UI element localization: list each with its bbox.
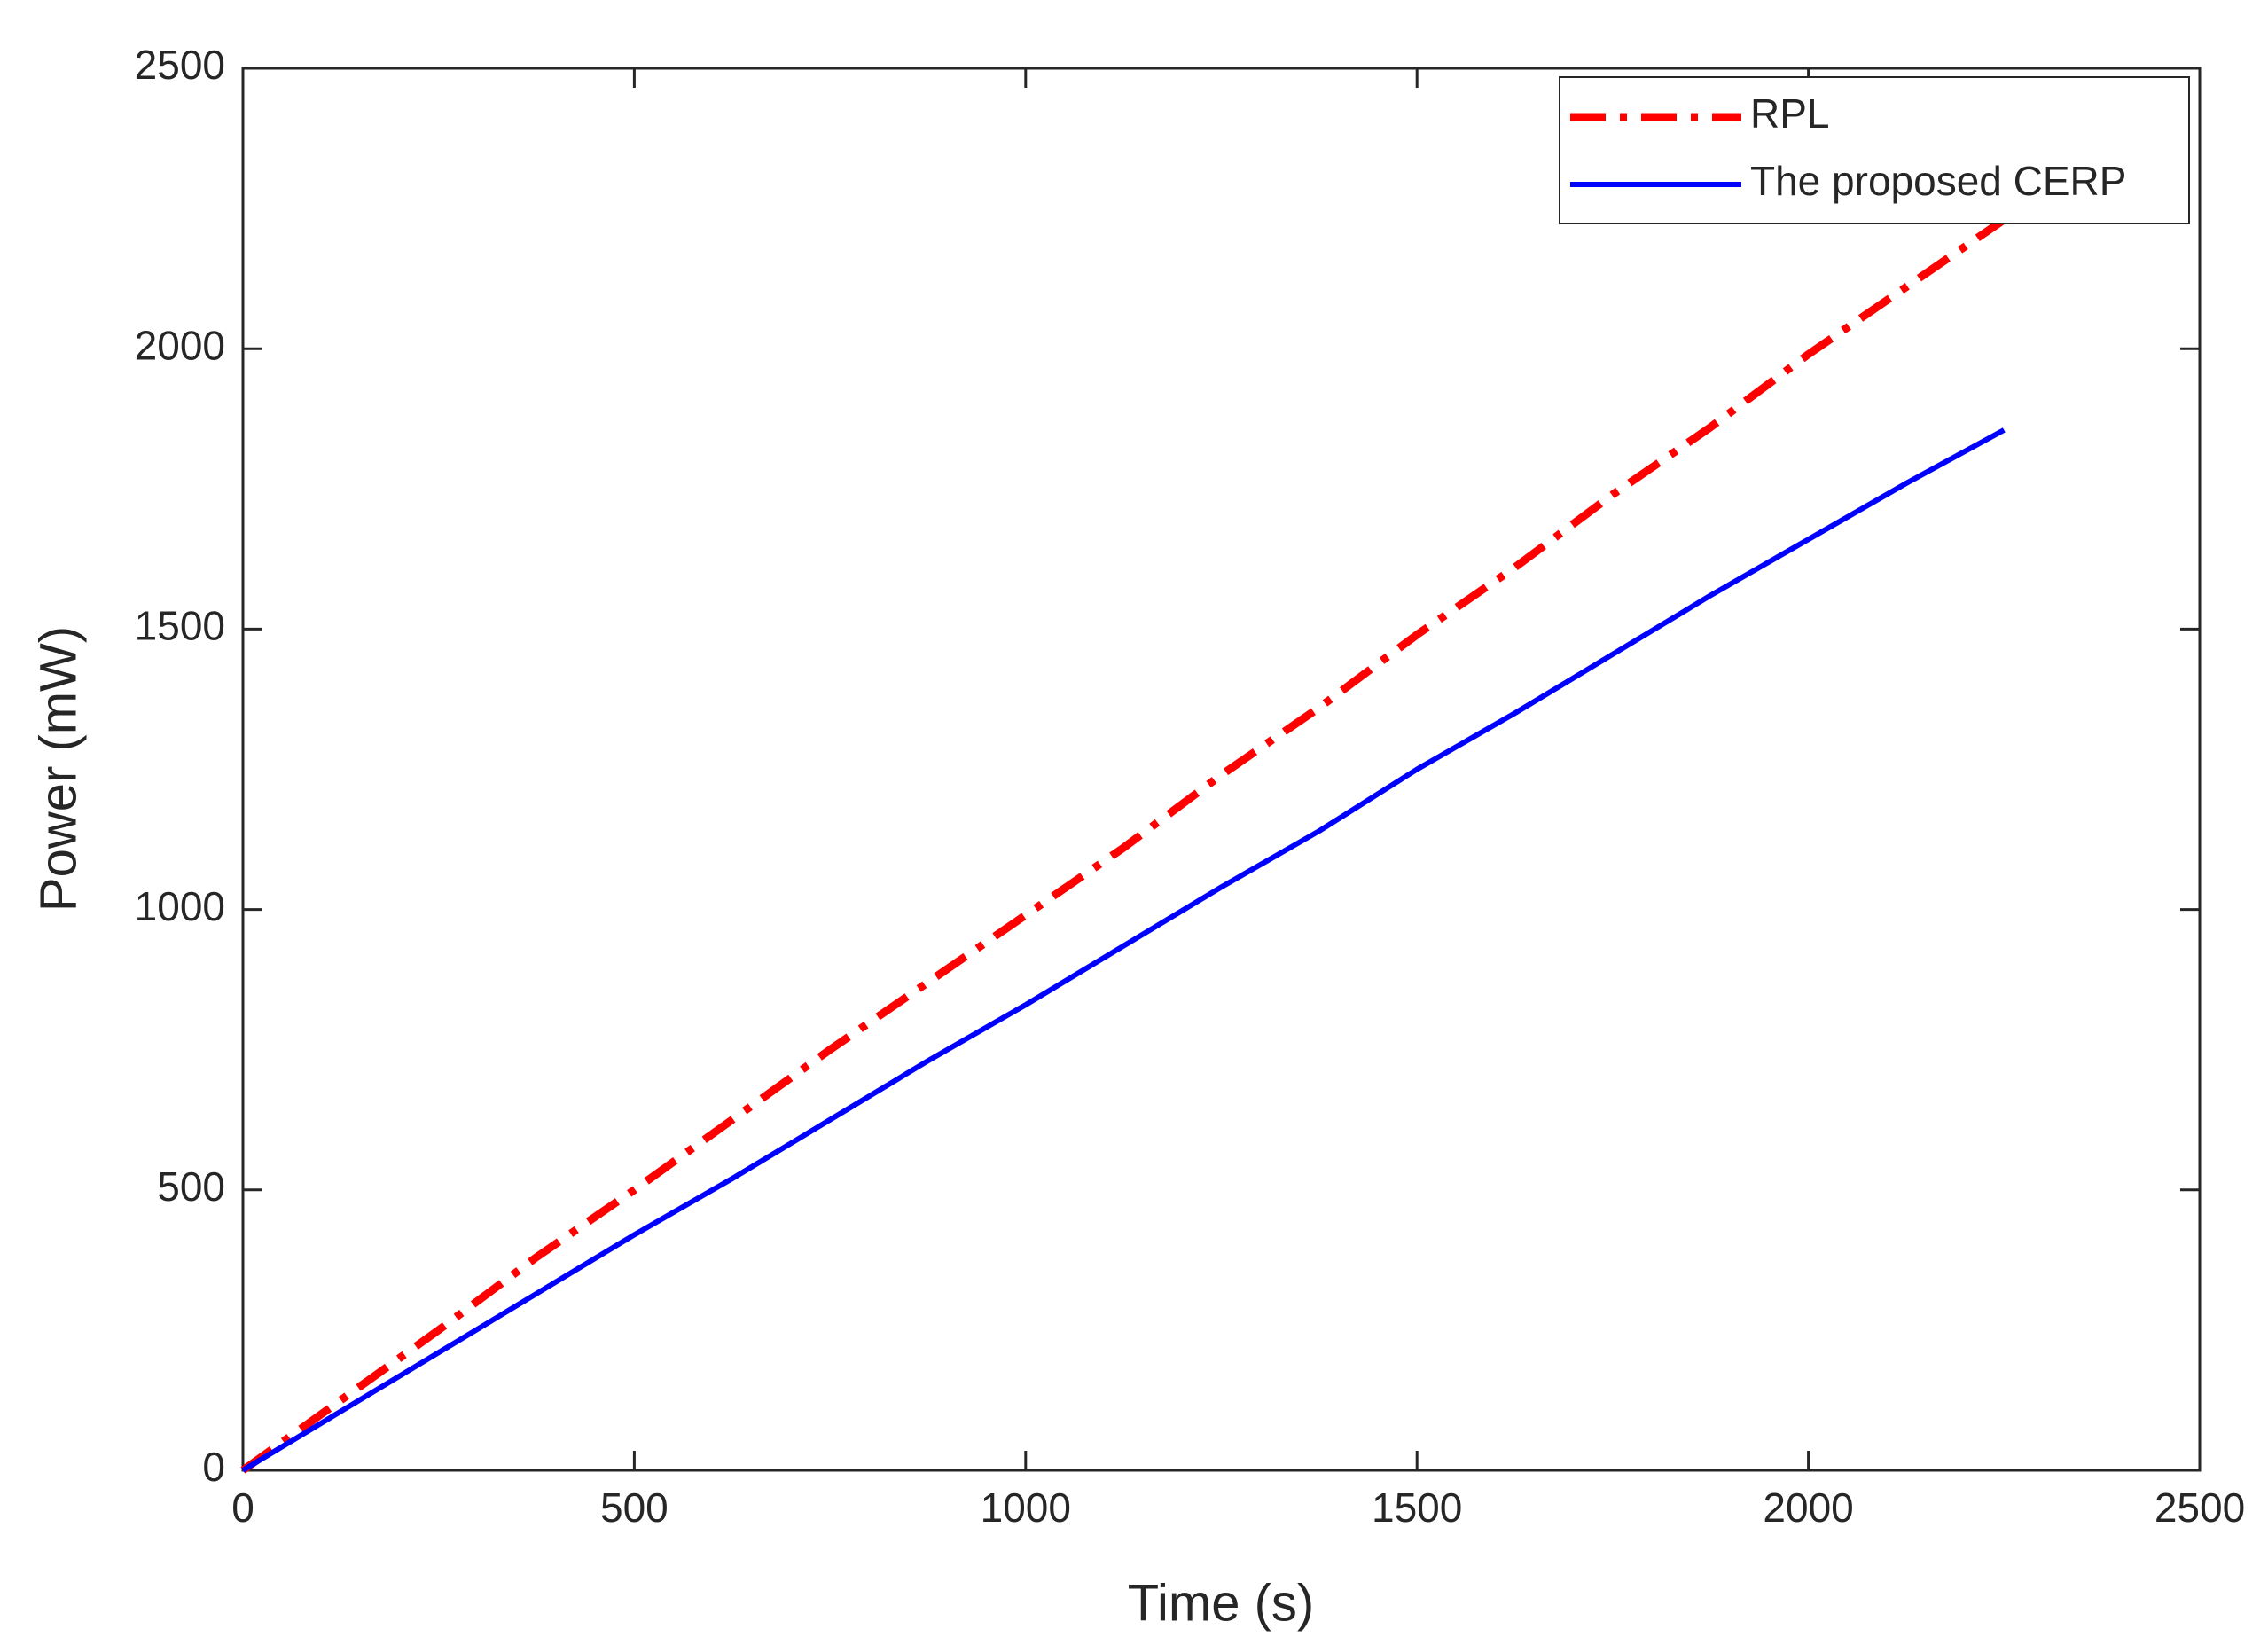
x-tick-label: 1000 [981, 1484, 1071, 1531]
x-tick-label: 2000 [1763, 1484, 1853, 1531]
y-tick-label: 1000 [135, 883, 225, 929]
y-tick-label: 500 [157, 1163, 225, 1210]
y-tick-label: 2500 [135, 42, 225, 88]
series-line [241, 427, 2006, 1473]
y-tick-label: 0 [202, 1444, 225, 1490]
plot-frame [241, 67, 2202, 1472]
y-axis-title: Power (mW) [29, 626, 87, 912]
series-line [240, 216, 2006, 1474]
x-tick-label: 500 [600, 1484, 669, 1531]
legend-label: The proposed CERP [1750, 158, 2126, 204]
y-tick-label: 1500 [135, 603, 225, 649]
x-tick-label: 0 [231, 1484, 254, 1531]
legend-box [1559, 76, 2190, 224]
x-tick-label: 2500 [2155, 1484, 2245, 1531]
x-axis-title: Time (s) [1128, 1574, 1314, 1632]
y-tick-label: 2000 [135, 322, 225, 368]
legend-label: RPL [1750, 90, 1829, 137]
x-tick-label: 1500 [1372, 1484, 1462, 1531]
